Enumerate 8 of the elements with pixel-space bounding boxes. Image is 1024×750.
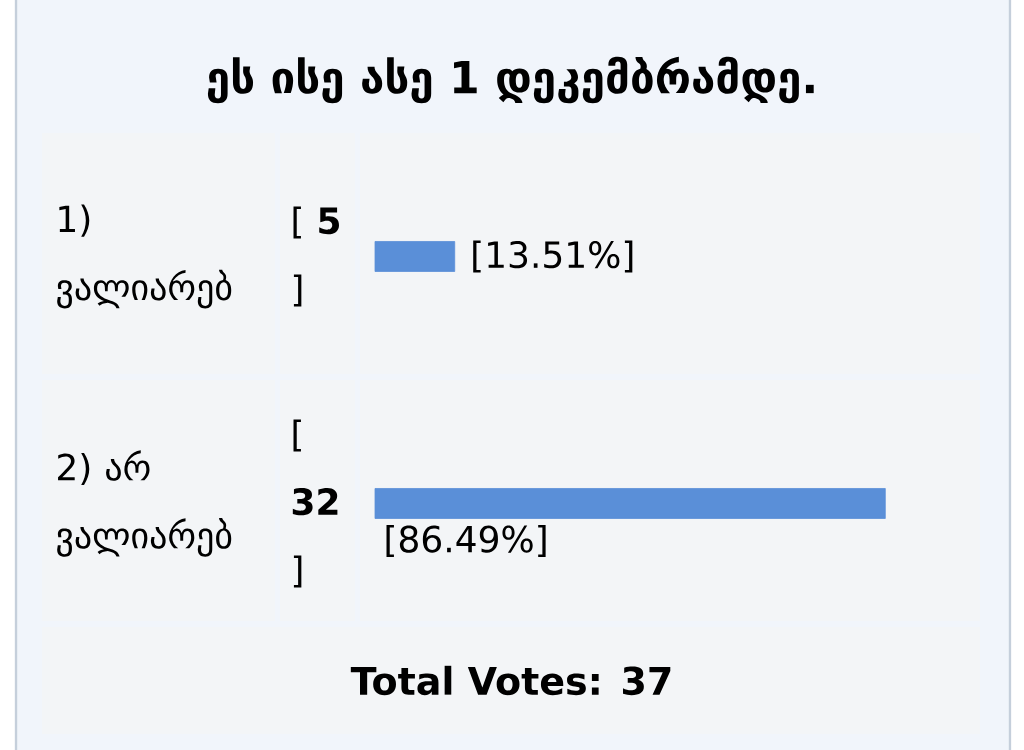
data-label: [86.49%] <box>386 524 546 557</box>
y-tick-label: 1) ვალიარებ <box>57 204 232 309</box>
data-label: [13.51%] <box>473 240 633 273</box>
chart-title: ეს ისე ასე 1 დეკემბრამდე. <box>207 56 814 104</box>
text: Total Votes: 37 <box>350 665 671 696</box>
text: [ 5 ] <box>293 206 339 307</box>
y-tick-label: 2) არ ვალიარებ <box>57 450 232 557</box>
text: [ 32 ] <box>292 419 338 588</box>
